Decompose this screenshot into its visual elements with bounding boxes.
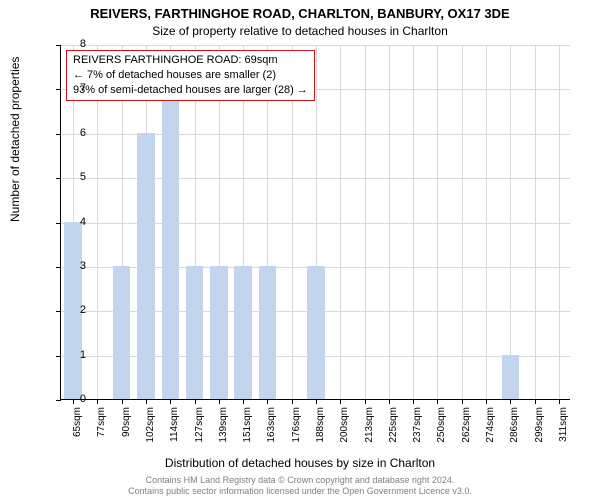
xtick-label: 102sqm <box>145 407 156 457</box>
xtick-mark <box>340 399 341 404</box>
gridline-v <box>437 45 438 399</box>
xtick-mark <box>486 399 487 404</box>
credits-line-1: Contains HM Land Registry data © Crown c… <box>0 475 600 486</box>
info-box: REIVERS FARTHINGHOE ROAD: 69sqm ← 7% of … <box>66 50 315 101</box>
xtick-label: 200sqm <box>339 407 350 457</box>
xtick-label: 299sqm <box>534 407 545 457</box>
xtick-mark <box>97 399 98 404</box>
x-axis-label: Distribution of detached houses by size … <box>0 456 600 470</box>
info-line-1: REIVERS FARTHINGHOE ROAD: 69sqm <box>73 53 308 68</box>
bar <box>186 266 203 399</box>
credits-line-2: Contains public sector information licen… <box>0 486 600 497</box>
bar <box>502 355 519 399</box>
xtick-mark <box>316 399 317 404</box>
gridline-v <box>340 45 341 399</box>
info-line-2: ← 7% of detached houses are smaller (2) <box>73 68 308 83</box>
xtick-mark <box>146 399 147 404</box>
xtick-mark <box>389 399 390 404</box>
xtick-label: 176sqm <box>291 407 302 457</box>
xtick-label: 90sqm <box>121 407 132 457</box>
xtick-mark <box>437 399 438 404</box>
ytick-label: 1 <box>46 349 86 361</box>
info-line-3: 93% of semi-detached houses are larger (… <box>73 83 308 98</box>
xtick-mark <box>219 399 220 404</box>
xtick-label: 262sqm <box>461 407 472 457</box>
xtick-label: 311sqm <box>558 407 569 457</box>
xtick-mark <box>122 399 123 404</box>
xtick-mark <box>462 399 463 404</box>
ytick-label: 6 <box>46 127 86 139</box>
xtick-label: 65sqm <box>72 407 83 457</box>
ytick-label: 4 <box>46 216 86 228</box>
xtick-label: 139sqm <box>218 407 229 457</box>
gridline-v <box>365 45 366 399</box>
bar <box>210 266 227 399</box>
xtick-label: 286sqm <box>509 407 520 457</box>
gridline-v <box>389 45 390 399</box>
ytick-label: 0 <box>46 393 86 405</box>
chart-title: REIVERS, FARTHINGHOE ROAD, CHARLTON, BAN… <box>0 6 600 21</box>
xtick-mark <box>243 399 244 404</box>
xtick-label: 127sqm <box>194 407 205 457</box>
credits: Contains HM Land Registry data © Crown c… <box>0 475 600 497</box>
xtick-label: 163sqm <box>266 407 277 457</box>
chart-container: REIVERS, FARTHINGHOE ROAD, CHARLTON, BAN… <box>0 0 600 500</box>
ytick-label: 3 <box>46 260 86 272</box>
gridline-v <box>559 45 560 399</box>
gridline-v <box>510 45 511 399</box>
gridline-v <box>413 45 414 399</box>
gridline-v <box>486 45 487 399</box>
bar <box>234 266 251 399</box>
xtick-label: 237sqm <box>412 407 423 457</box>
bar <box>307 266 324 399</box>
xtick-mark <box>170 399 171 404</box>
bar <box>162 88 179 399</box>
xtick-mark <box>559 399 560 404</box>
chart-subtitle: Size of property relative to detached ho… <box>0 24 600 38</box>
xtick-label: 213sqm <box>364 407 375 457</box>
y-axis-label: Number of detached properties <box>8 57 22 222</box>
xtick-mark <box>195 399 196 404</box>
xtick-mark <box>267 399 268 404</box>
bar <box>137 133 154 399</box>
xtick-label: 151sqm <box>242 407 253 457</box>
xtick-mark <box>365 399 366 404</box>
ytick-label: 8 <box>46 38 86 50</box>
bar <box>259 266 276 399</box>
xtick-mark <box>510 399 511 404</box>
xtick-label: 114sqm <box>169 407 180 457</box>
xtick-label: 188sqm <box>315 407 326 457</box>
xtick-label: 77sqm <box>96 407 107 457</box>
gridline-v <box>535 45 536 399</box>
bar <box>113 266 130 399</box>
xtick-label: 225sqm <box>388 407 399 457</box>
ytick-label: 5 <box>46 171 86 183</box>
gridline-v <box>462 45 463 399</box>
xtick-mark <box>413 399 414 404</box>
xtick-label: 250sqm <box>436 407 447 457</box>
ytick-label: 2 <box>46 304 86 316</box>
xtick-label: 274sqm <box>485 407 496 457</box>
xtick-mark <box>292 399 293 404</box>
xtick-mark <box>535 399 536 404</box>
ytick-label: 7 <box>46 82 86 94</box>
